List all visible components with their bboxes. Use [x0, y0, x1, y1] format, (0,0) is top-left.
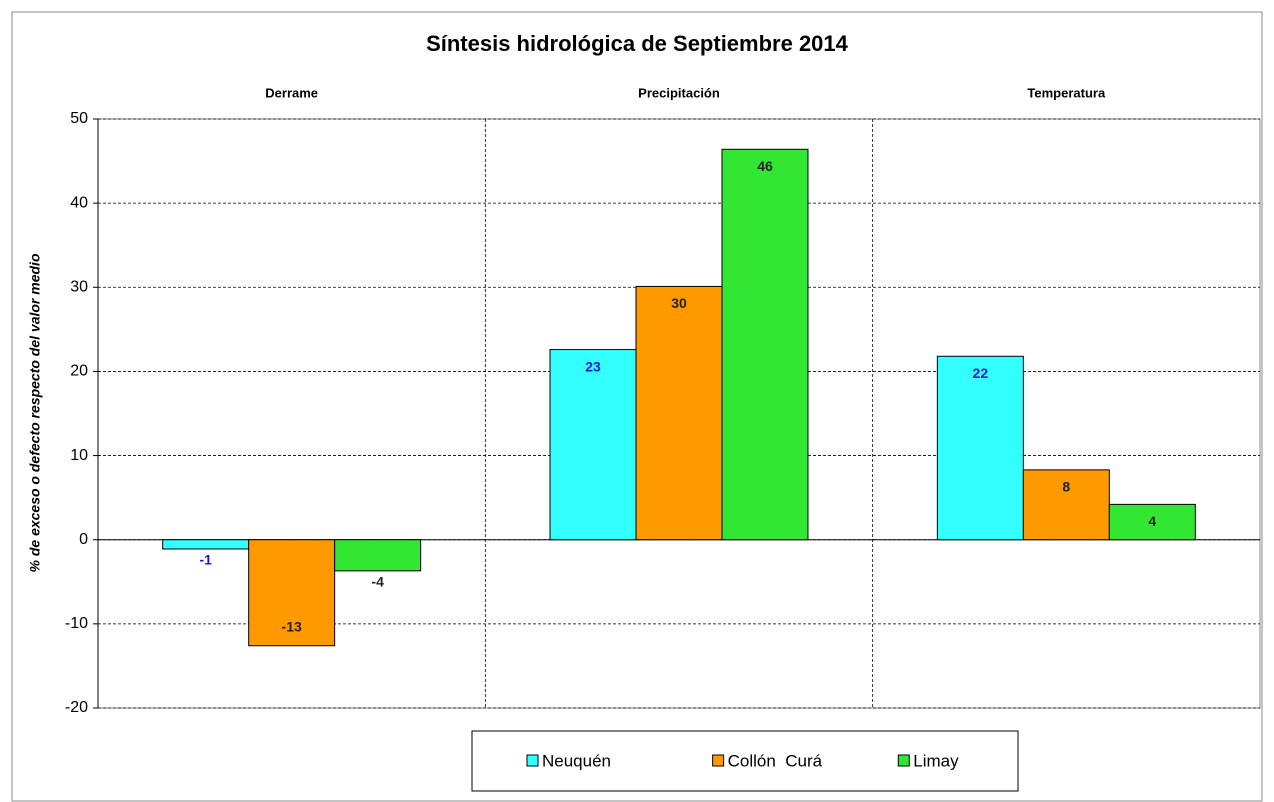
legend-swatch [526, 754, 539, 767]
bar [334, 539, 422, 572]
bar [248, 539, 336, 647]
data-label: 22 [973, 365, 989, 381]
data-label: 30 [671, 295, 687, 311]
data-label: -1 [199, 552, 212, 568]
category-label: Derrame [265, 85, 318, 100]
y-tick-label: 0 [79, 531, 88, 548]
legend-label: Neuquén [542, 751, 611, 770]
data-label: 46 [757, 158, 773, 174]
data-label: 8 [1062, 479, 1070, 495]
legend-swatch [897, 754, 910, 767]
y-tick-label: 30 [70, 279, 88, 296]
chart-title: Síntesis hidrológica de Septiembre 2014 [426, 31, 849, 56]
legend-swatch [712, 754, 725, 767]
y-axis-label: % de exceso o defecto respecto del valor… [27, 253, 43, 572]
data-label: -4 [371, 574, 384, 590]
y-tick-label: 10 [70, 447, 88, 464]
legend-label: Limay [913, 751, 959, 770]
y-tick-label: 50 [70, 110, 88, 127]
bar [635, 285, 723, 541]
y-tick-label: -20 [65, 699, 88, 716]
category-label: Precipitación [638, 85, 720, 100]
bar [721, 148, 809, 541]
bar [162, 539, 250, 550]
legend-box [471, 730, 1019, 792]
bar [549, 349, 637, 541]
y-tick-label: -10 [65, 615, 88, 632]
bar [936, 355, 1024, 541]
data-label: -13 [282, 618, 302, 634]
data-label: 4 [1148, 513, 1156, 529]
y-tick-label: 40 [70, 194, 88, 211]
bar [1022, 469, 1110, 541]
bar [1108, 503, 1196, 541]
y-tick-label: 20 [70, 363, 88, 380]
category-label: Temperatura [1027, 85, 1106, 100]
data-label: 23 [585, 358, 601, 374]
legend-label: Collón Curá [728, 751, 823, 770]
